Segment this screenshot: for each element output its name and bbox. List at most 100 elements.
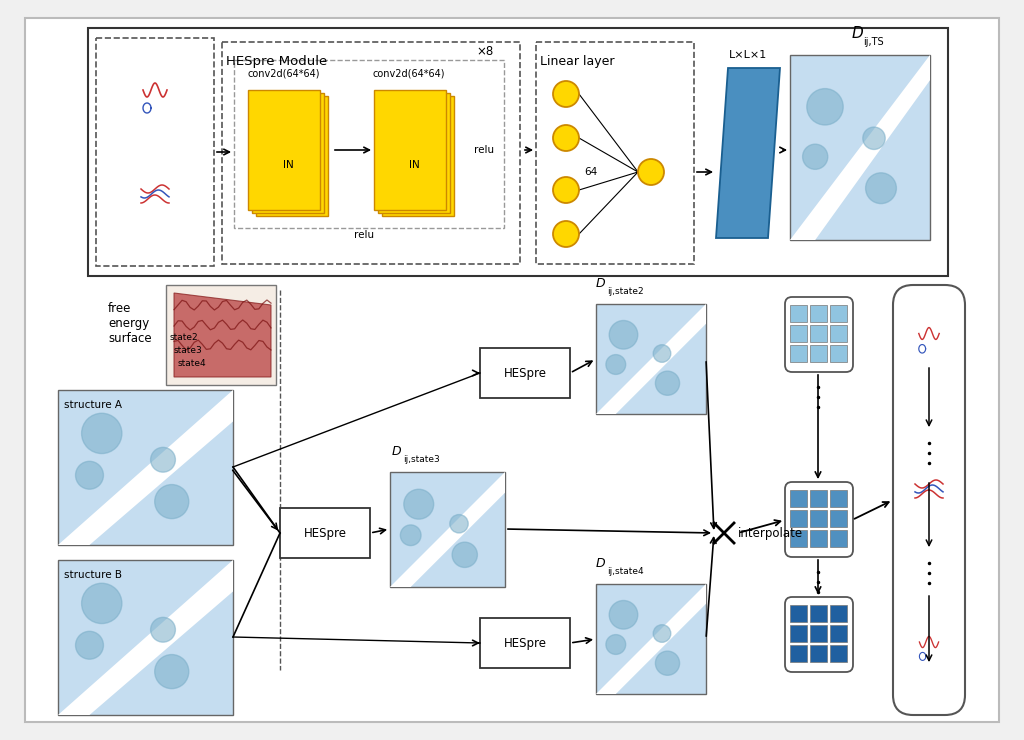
- Bar: [222, 42, 520, 264]
- Bar: [596, 584, 706, 694]
- Circle shape: [151, 448, 175, 472]
- Bar: [96, 38, 214, 266]
- Bar: [596, 304, 706, 414]
- Circle shape: [403, 489, 434, 519]
- Bar: [830, 530, 847, 547]
- Bar: [790, 55, 930, 240]
- Bar: [790, 510, 807, 527]
- Circle shape: [803, 144, 827, 169]
- Polygon shape: [790, 55, 930, 240]
- Text: energy: energy: [108, 317, 150, 329]
- Text: state3: state3: [174, 346, 203, 354]
- Circle shape: [450, 514, 468, 533]
- Bar: [810, 345, 827, 362]
- Bar: [830, 510, 847, 527]
- Circle shape: [155, 485, 188, 519]
- Text: conv2d(64*64): conv2d(64*64): [373, 68, 445, 78]
- Circle shape: [653, 625, 671, 642]
- Text: surface: surface: [108, 332, 152, 345]
- Circle shape: [151, 617, 175, 642]
- Text: L×L×1: L×L×1: [729, 50, 767, 60]
- Bar: [378, 93, 450, 213]
- Polygon shape: [716, 68, 780, 238]
- Circle shape: [609, 600, 638, 629]
- Text: structure A: structure A: [65, 400, 122, 410]
- Circle shape: [400, 525, 421, 545]
- Circle shape: [807, 89, 843, 125]
- FancyBboxPatch shape: [893, 285, 965, 715]
- Polygon shape: [390, 472, 505, 587]
- Bar: [810, 645, 827, 662]
- Circle shape: [553, 177, 579, 203]
- Bar: [58, 390, 233, 545]
- Bar: [810, 490, 827, 507]
- Text: relu: relu: [474, 145, 495, 155]
- Circle shape: [606, 635, 626, 654]
- Bar: [382, 96, 454, 216]
- Circle shape: [865, 173, 896, 204]
- Text: HESpre: HESpre: [303, 526, 346, 539]
- Bar: [830, 305, 847, 322]
- Text: HESpre Module: HESpre Module: [226, 55, 328, 68]
- Bar: [830, 490, 847, 507]
- Bar: [830, 605, 847, 622]
- Circle shape: [76, 631, 103, 659]
- Text: IN: IN: [283, 160, 293, 170]
- Bar: [58, 560, 233, 715]
- Bar: [88, 28, 948, 276]
- Text: 64: 64: [584, 167, 597, 177]
- Circle shape: [553, 81, 579, 107]
- Bar: [810, 305, 827, 322]
- Text: HESpre: HESpre: [504, 636, 547, 650]
- Bar: [810, 625, 827, 642]
- Circle shape: [76, 461, 103, 489]
- Text: ij,state3: ij,state3: [403, 455, 439, 464]
- Circle shape: [82, 413, 122, 454]
- FancyBboxPatch shape: [785, 597, 853, 672]
- Bar: [790, 530, 807, 547]
- Bar: [830, 325, 847, 342]
- Bar: [790, 625, 807, 642]
- Bar: [480, 618, 570, 668]
- Bar: [390, 472, 505, 587]
- Text: state2: state2: [170, 332, 199, 341]
- Polygon shape: [596, 584, 706, 694]
- Text: Linear layer: Linear layer: [540, 55, 614, 68]
- Circle shape: [863, 127, 885, 149]
- Bar: [374, 90, 446, 210]
- Circle shape: [638, 159, 664, 185]
- Bar: [830, 645, 847, 662]
- Text: D: D: [852, 26, 864, 41]
- Bar: [252, 93, 324, 213]
- Text: relu: relu: [354, 230, 374, 240]
- Circle shape: [606, 354, 626, 374]
- Circle shape: [653, 345, 671, 363]
- Bar: [234, 60, 504, 228]
- Text: free: free: [108, 301, 131, 314]
- Circle shape: [553, 125, 579, 151]
- Polygon shape: [596, 304, 706, 414]
- Bar: [166, 285, 276, 385]
- Circle shape: [609, 320, 638, 349]
- Bar: [790, 490, 807, 507]
- Text: D: D: [596, 277, 605, 290]
- Bar: [480, 348, 570, 398]
- Circle shape: [155, 655, 188, 689]
- Bar: [810, 605, 827, 622]
- Bar: [790, 325, 807, 342]
- Bar: [790, 345, 807, 362]
- FancyBboxPatch shape: [785, 482, 853, 557]
- Text: state4: state4: [178, 358, 207, 368]
- Polygon shape: [58, 390, 233, 545]
- Bar: [790, 305, 807, 322]
- Polygon shape: [174, 293, 271, 377]
- Circle shape: [82, 583, 122, 624]
- Polygon shape: [58, 560, 233, 715]
- Bar: [810, 325, 827, 342]
- Circle shape: [655, 651, 680, 676]
- Text: IN: IN: [409, 160, 420, 170]
- Text: ij,state2: ij,state2: [607, 287, 644, 296]
- Bar: [810, 530, 827, 547]
- Circle shape: [655, 371, 680, 395]
- Text: D: D: [596, 557, 605, 570]
